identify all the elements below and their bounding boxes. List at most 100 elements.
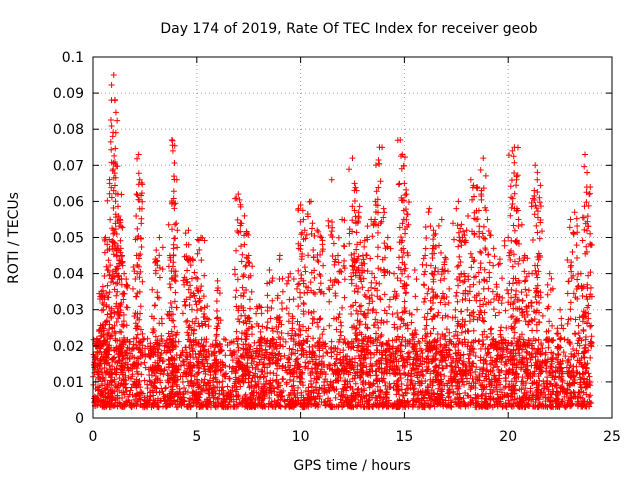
data-point bbox=[233, 386, 240, 393]
data-point bbox=[191, 373, 198, 380]
data-point bbox=[357, 366, 364, 373]
data-point bbox=[466, 318, 473, 325]
data-point bbox=[196, 340, 203, 347]
data-point bbox=[431, 391, 438, 398]
data-point bbox=[170, 393, 177, 400]
data-point bbox=[361, 351, 368, 358]
data-point bbox=[544, 381, 551, 388]
data-point bbox=[463, 378, 470, 385]
data-point bbox=[305, 252, 312, 259]
data-point bbox=[253, 345, 260, 352]
data-point bbox=[187, 294, 194, 301]
data-point bbox=[383, 310, 390, 317]
data-point bbox=[212, 403, 219, 410]
data-point bbox=[260, 360, 267, 367]
data-point bbox=[300, 351, 307, 358]
data-point bbox=[211, 368, 218, 375]
data-point bbox=[327, 397, 334, 404]
data-point bbox=[148, 349, 155, 356]
data-point bbox=[141, 401, 148, 408]
data-point bbox=[356, 329, 363, 336]
data-point bbox=[217, 317, 224, 324]
data-point bbox=[375, 244, 382, 251]
data-point bbox=[135, 170, 142, 177]
data-point bbox=[110, 279, 117, 286]
data-point bbox=[315, 362, 322, 369]
data-point bbox=[380, 205, 387, 212]
data-point bbox=[259, 361, 266, 368]
data-point bbox=[325, 285, 332, 292]
data-point bbox=[243, 331, 250, 338]
data-point bbox=[370, 322, 377, 329]
data-point bbox=[235, 191, 242, 198]
data-point bbox=[186, 324, 193, 331]
data-point bbox=[452, 306, 459, 313]
data-point bbox=[248, 355, 255, 362]
data-point bbox=[242, 371, 249, 378]
data-point bbox=[115, 273, 122, 280]
data-point bbox=[485, 393, 492, 400]
chart-title: Day 174 of 2019, Rate Of TEC Index for r… bbox=[160, 21, 537, 37]
data-point bbox=[378, 365, 385, 372]
data-point bbox=[496, 400, 503, 407]
data-point bbox=[260, 374, 267, 381]
data-point bbox=[235, 335, 242, 342]
data-point bbox=[402, 322, 409, 329]
data-point bbox=[141, 394, 148, 401]
data-point bbox=[225, 401, 232, 408]
data-point bbox=[341, 335, 348, 342]
data-point bbox=[361, 385, 368, 392]
data-point bbox=[371, 351, 378, 358]
data-point bbox=[189, 388, 196, 395]
data-point bbox=[348, 310, 355, 317]
data-point bbox=[119, 262, 126, 269]
data-point bbox=[298, 256, 305, 263]
data-point bbox=[460, 228, 467, 235]
data-point bbox=[165, 330, 172, 337]
data-point bbox=[243, 262, 250, 269]
data-point bbox=[314, 227, 321, 234]
data-point bbox=[297, 331, 304, 338]
data-point bbox=[452, 344, 459, 351]
data-point bbox=[375, 184, 382, 191]
data-point bbox=[273, 339, 280, 346]
data-point bbox=[384, 341, 391, 348]
data-point bbox=[377, 266, 384, 273]
data-point bbox=[450, 367, 457, 374]
data-point bbox=[311, 274, 318, 281]
data-point bbox=[148, 404, 155, 411]
data-point bbox=[255, 383, 262, 390]
data-point bbox=[467, 342, 474, 349]
data-point bbox=[233, 247, 240, 254]
data-point bbox=[149, 387, 156, 394]
data-point bbox=[446, 285, 453, 292]
data-point bbox=[116, 328, 123, 335]
data-point bbox=[471, 294, 478, 301]
data-point bbox=[112, 330, 119, 337]
data-point bbox=[384, 391, 391, 398]
data-point bbox=[213, 331, 220, 338]
data-point bbox=[445, 393, 452, 400]
data-point bbox=[399, 270, 406, 277]
data-point bbox=[270, 354, 277, 361]
data-point bbox=[109, 246, 116, 253]
data-point bbox=[581, 375, 588, 382]
data-point bbox=[101, 338, 108, 345]
data-point bbox=[265, 400, 272, 407]
data-point bbox=[562, 353, 569, 360]
data-point bbox=[94, 371, 101, 378]
data-point bbox=[240, 346, 247, 353]
data-point bbox=[174, 398, 181, 405]
data-point bbox=[463, 364, 470, 371]
data-point bbox=[386, 366, 393, 373]
data-point bbox=[94, 355, 101, 362]
data-point bbox=[262, 387, 269, 394]
data-point bbox=[170, 241, 177, 248]
data-point bbox=[334, 252, 341, 259]
data-point bbox=[467, 372, 474, 379]
data-point bbox=[394, 309, 401, 316]
data-point bbox=[295, 240, 302, 247]
data-point bbox=[375, 324, 382, 331]
data-point bbox=[172, 289, 179, 296]
data-point bbox=[478, 403, 485, 410]
